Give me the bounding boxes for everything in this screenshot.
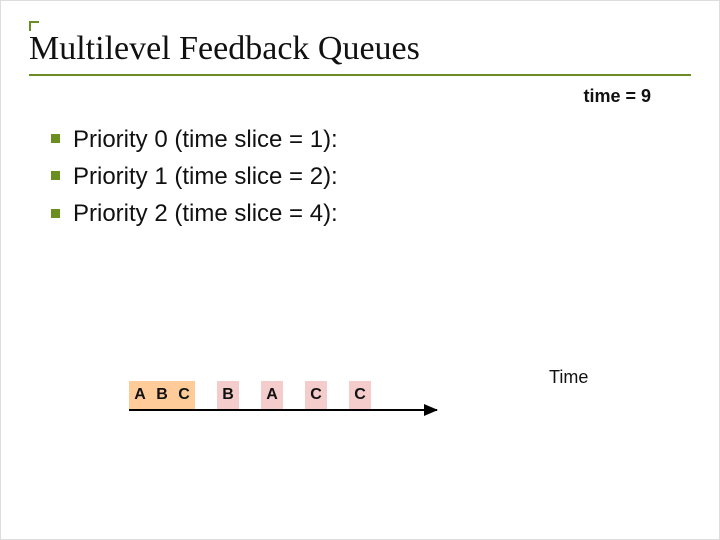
- time-axis: [129, 409, 437, 411]
- gantt-segment: C: [305, 381, 327, 409]
- time-axis-label: Time: [549, 367, 588, 388]
- gantt-segment: B: [151, 381, 173, 409]
- gantt-row: ABCBACC: [129, 379, 589, 409]
- gantt-segment: C: [173, 381, 195, 409]
- gantt-gap: [327, 381, 349, 409]
- title-container: Multilevel Feedback Queues: [29, 21, 691, 76]
- slide-title: Multilevel Feedback Queues: [29, 29, 691, 68]
- gantt-chart: ABCBACC Time: [129, 379, 589, 411]
- gantt-segment: C: [349, 381, 371, 409]
- gantt-gap: [283, 381, 305, 409]
- gantt-segment: A: [261, 381, 283, 409]
- gantt-segment: A: [129, 381, 151, 409]
- bullet-item: Priority 0 (time slice = 1):: [51, 121, 691, 158]
- gantt-gap: [239, 381, 261, 409]
- bullet-item: Priority 2 (time slice = 4):: [51, 195, 691, 232]
- gantt-gap: [195, 381, 217, 409]
- bullet-item: Priority 1 (time slice = 2):: [51, 158, 691, 195]
- slide: Multilevel Feedback Queues time = 9 Prio…: [0, 0, 720, 540]
- gantt-segment: B: [217, 381, 239, 409]
- bullet-list: Priority 0 (time slice = 1): Priority 1 …: [29, 121, 691, 233]
- time-indicator: time = 9: [29, 86, 691, 107]
